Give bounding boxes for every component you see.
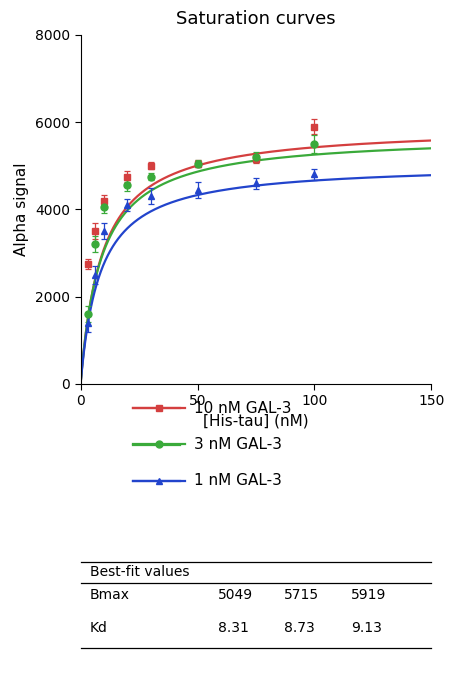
Text: 5049: 5049 — [218, 588, 253, 602]
Text: 1 nM GAL-3: 1 nM GAL-3 — [194, 473, 282, 489]
Text: Kd: Kd — [90, 621, 108, 634]
Title: Saturation curves: Saturation curves — [176, 10, 336, 28]
Text: Bmax: Bmax — [90, 588, 130, 602]
Text: 8.73: 8.73 — [284, 621, 315, 634]
X-axis label: [His-tau] (nM): [His-tau] (nM) — [203, 414, 309, 429]
Text: 10 nM GAL-3: 10 nM GAL-3 — [194, 401, 292, 416]
Text: 3 nM GAL-3: 3 nM GAL-3 — [194, 437, 283, 452]
Text: Best-fit values: Best-fit values — [90, 565, 190, 579]
Text: 8.31: 8.31 — [218, 621, 249, 634]
Y-axis label: Alpha signal: Alpha signal — [15, 163, 29, 256]
Text: 5919: 5919 — [351, 588, 386, 602]
Text: 5715: 5715 — [284, 588, 319, 602]
Text: 9.13: 9.13 — [351, 621, 382, 634]
